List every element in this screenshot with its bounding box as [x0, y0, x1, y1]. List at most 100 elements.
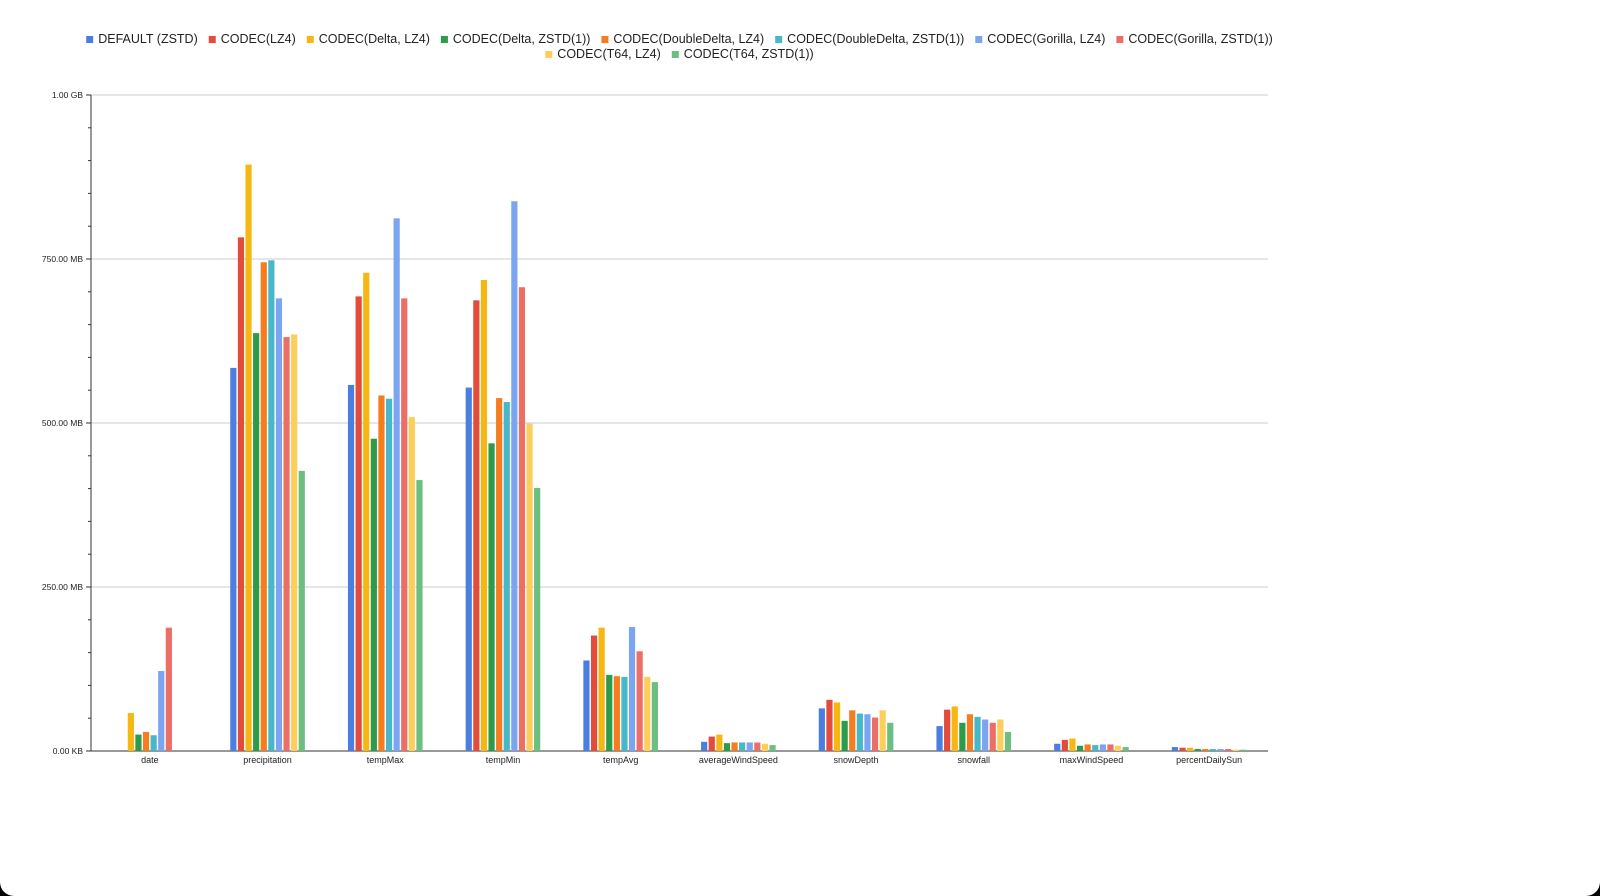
y-tick-label: 1.00 GB	[52, 90, 84, 100]
bar	[245, 164, 252, 752]
x-tick-label: tempMax	[367, 755, 405, 765]
bar	[158, 670, 165, 751]
legend-item[interactable]: CODEC(DoubleDelta, LZ4)	[601, 32, 764, 46]
bar	[1099, 744, 1106, 751]
bar	[754, 742, 761, 751]
bar	[746, 742, 753, 751]
bar	[416, 480, 423, 751]
bar	[731, 742, 738, 751]
bar	[1054, 743, 1061, 751]
legend-item[interactable]: DEFAULT (ZSTD)	[86, 32, 198, 46]
y-tick-label: 0.00 KB	[53, 746, 84, 756]
y-tick-label: 750.00 MB	[42, 254, 83, 264]
bar	[1187, 747, 1194, 751]
legend-swatch	[306, 36, 314, 43]
bar	[1107, 744, 1114, 751]
bar	[465, 387, 472, 751]
bar	[260, 262, 267, 751]
bar	[1179, 747, 1186, 751]
bar	[268, 260, 275, 751]
x-tick-label: date	[141, 755, 159, 765]
legend-label: DEFAULT (ZSTD)	[98, 32, 198, 46]
bars	[127, 164, 1247, 752]
x-tick-label: precipitation	[243, 755, 292, 765]
bar	[606, 674, 613, 751]
bar	[1076, 745, 1084, 751]
bar	[473, 300, 480, 751]
bar	[959, 722, 966, 751]
bar	[401, 298, 408, 751]
bar	[887, 722, 894, 751]
x-tick-label: tempAvg	[603, 755, 638, 765]
legend-swatch	[671, 51, 679, 58]
bar	[1004, 731, 1012, 751]
legend-item[interactable]: CODEC(Delta, LZ4)	[306, 32, 430, 46]
legend-label: CODEC(Delta, ZSTD(1))	[453, 32, 591, 46]
bar	[989, 722, 996, 751]
bar	[275, 298, 283, 751]
legend-row: CODEC(T64, LZ4) CODEC(T64, ZSTD(1))	[545, 47, 814, 61]
bar	[818, 708, 825, 751]
legend-item[interactable]: CODEC(Gorilla, ZSTD(1))	[1116, 32, 1273, 46]
legend-swatch	[975, 36, 983, 43]
bar	[347, 384, 355, 751]
legend-swatch	[1116, 36, 1124, 43]
legend-label: CODEC(T64, LZ4)	[557, 47, 661, 61]
bar	[1084, 744, 1091, 751]
bar	[135, 734, 142, 751]
bar	[613, 676, 620, 751]
bar	[408, 417, 415, 751]
bar	[142, 731, 150, 751]
bar	[1069, 738, 1076, 751]
bar	[621, 676, 628, 751]
y-tick-label: 500.00 MB	[42, 418, 83, 428]
legend-label: CODEC(LZ4)	[221, 32, 296, 46]
x-tick-label: snowfall	[957, 755, 990, 765]
x-tick-label: snowDepth	[834, 755, 879, 765]
bar	[590, 635, 598, 751]
bar	[982, 719, 989, 751]
bar	[598, 627, 605, 751]
legend-item[interactable]: CODEC(Gorilla, LZ4)	[975, 32, 1105, 46]
axis-labels: 0.00 KB 250.00 MB 500.00 MB 750.00 MB 1.00 G…	[42, 90, 1242, 765]
gridlines	[91, 94, 1268, 588]
legend-item[interactable]: CODEC(Delta, ZSTD(1))	[440, 32, 591, 46]
x-tick-label: percentDailySun	[1176, 755, 1242, 765]
bar	[723, 743, 731, 751]
bar	[355, 296, 362, 751]
legend-label: CODEC(DoubleDelta, ZSTD(1))	[787, 32, 964, 46]
bar	[480, 279, 488, 751]
legend-item[interactable]: CODEC(LZ4)	[208, 32, 296, 46]
legend-item[interactable]: CODEC(DoubleDelta, ZSTD(1))	[775, 32, 964, 46]
x-tick-label: tempMin	[486, 755, 521, 765]
bar	[1217, 749, 1224, 751]
bar	[526, 423, 533, 751]
legend-swatch	[601, 36, 609, 43]
legend-label: CODEC(T64, ZSTD(1))	[684, 47, 814, 61]
bar	[966, 714, 974, 751]
legend-item[interactable]: CODEC(T64, LZ4)	[545, 47, 661, 61]
bar	[849, 710, 856, 751]
bar	[237, 237, 245, 752]
x-tick-label: averageWindSpeed	[699, 755, 778, 765]
bar	[165, 627, 172, 751]
bar	[230, 367, 237, 751]
bar	[127, 712, 134, 751]
bar	[716, 734, 723, 751]
bar	[974, 716, 981, 751]
bar	[628, 627, 636, 751]
bar	[708, 736, 715, 751]
legend-item[interactable]: CODEC(T64, ZSTD(1))	[671, 47, 814, 61]
bar	[1092, 745, 1099, 751]
legend-label: CODEC(Gorilla, LZ4)	[987, 32, 1105, 46]
bar	[997, 719, 1004, 751]
y-tick-label: 250.00 MB	[42, 582, 83, 592]
bar	[283, 337, 290, 751]
bar	[385, 398, 393, 751]
bar	[534, 487, 541, 751]
bar	[150, 735, 157, 751]
legend: DEFAULT (ZSTD) CODEC(LZ4) CODEC(Delta, LZ4…	[86, 32, 1273, 61]
bar	[826, 699, 833, 751]
